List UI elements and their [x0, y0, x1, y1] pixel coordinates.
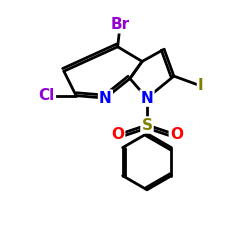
- Text: N: N: [140, 90, 153, 106]
- Text: Cl: Cl: [39, 88, 55, 103]
- Text: Br: Br: [110, 17, 130, 32]
- Text: O: O: [111, 127, 124, 142]
- Text: N: N: [99, 90, 112, 106]
- Text: S: S: [142, 118, 152, 132]
- Text: O: O: [170, 127, 183, 142]
- Text: I: I: [198, 78, 203, 94]
